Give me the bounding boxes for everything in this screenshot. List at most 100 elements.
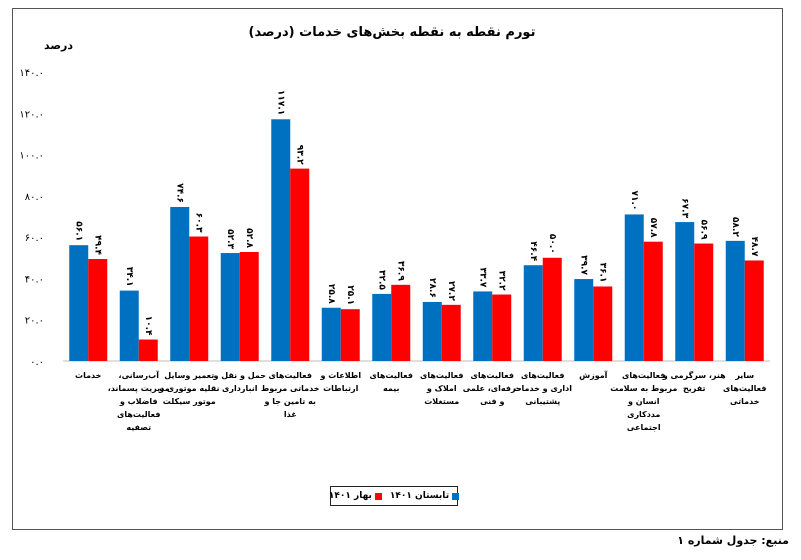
data-label: ۵۰.۰ [547,234,557,254]
bar-spring [441,304,461,361]
bar-spring [239,252,259,361]
x-tick-label: خدمات [75,371,102,380]
bar-spring [88,259,108,361]
y-axis-label: درصد [44,39,73,52]
bar-summer [725,240,745,361]
data-label: ۴۸.۷ [749,237,759,257]
data-label: ۲۵.۸ [326,284,336,304]
x-tick-label-line: مددکاری [627,410,660,419]
data-label: ۳۴.۱ [124,267,134,287]
x-tick-label: فعالیت‌های حرفه‌ای، علمی و فنی [463,371,522,406]
x-tick-label-line: و فنی [480,397,504,406]
bar-summer [69,245,89,361]
x-tick-label-line: مدیریت پسماند، [108,384,170,393]
x-tick-label-line: فعالیت‌های [622,371,665,380]
chart-title: تورم نقطه به نقطه بخش‌های خدمات (درصد) [249,25,536,40]
x-tick-label-line: آموزش [579,370,608,381]
x-tick-label-line: فعالیت‌های [723,384,766,393]
bar-summer [422,301,442,361]
x-tick-label-line: انبارداری [222,384,258,393]
x-tick-label-line: تصفیه [126,423,151,432]
x-tick-label-line: فعالیت‌های [269,371,312,380]
bar-summer [372,293,392,361]
data-label: ۲۵.۱ [345,285,355,305]
x-tick-label: فعالیت‌های اداری و خدمات پشتیبانی [514,371,573,406]
bar-summer [170,207,190,361]
data-label: ۳۲.۲ [496,271,506,291]
bar-summer [523,265,543,361]
y-tick-label: ۱۲۰.۰ [19,109,44,120]
x-tick-label-line: فعالیت‌های [521,371,564,380]
bar-summer [473,291,493,361]
legend-swatch-summer [452,492,460,500]
bar-summer [675,222,695,361]
data-label: ۳۶.۹ [395,261,405,281]
legend-label-spring: بهار ۱۴۰۱ [328,491,372,501]
bar-spring [744,260,764,361]
data-label: ۵۲.۳ [225,229,235,249]
x-tick-label-line: تفریح [683,384,706,393]
x-tick-label-line: غذا [284,410,297,419]
bar-summer [119,290,139,361]
data-label: ۹۳.۲ [294,145,304,165]
bar-summer [624,214,644,361]
x-tick-label: هنر، سرگرمی و تفریح [662,370,726,393]
bar-summer [271,119,291,361]
x-tick-label-line: فعالیت‌های [370,371,413,380]
data-label: ۷۴.۶ [174,183,184,203]
x-tick-label-line: نقلیه موتوری و [158,384,220,393]
bar-spring [340,309,360,361]
y-tick-label: ۶۰.۰ [25,233,44,244]
legend-swatch-spring [374,492,382,500]
data-label: ۳۹.۷ [578,255,588,275]
x-tick-label-line: املاک و [426,384,457,393]
y-tick-label: ۲۰.۰ [25,316,44,327]
x-tick-label-line: خدماتی مربوط [261,384,320,393]
y-tick-label: ۸۰.۰ [25,192,44,203]
bar-spring [542,257,562,361]
x-tick-label-line: فاضلاب و [119,397,158,406]
legend-item-summer: تابستان ۱۴۰۱ [389,491,460,501]
x-tick-label: تعمیر وسایل نقلیه موتوری و موتور سیکلت [158,371,220,406]
x-tick-label-line: اداری و خدمات [514,384,573,393]
data-label: ۳۲.۵ [376,270,386,290]
x-tick-label: فعالیت‌های مربوط به سلامت انسان و مددکاری اج… [610,371,677,432]
x-tick-label-line: پشتیبانی [525,397,560,406]
x-tick-label: آب‌رسانی، مدیریت پسماند، فاضلاب و فعالیت‌ها… [108,370,170,432]
bar-summer [574,279,594,361]
legend-item-spring: بهار ۱۴۰۱ [329,491,382,501]
legend: تابستان ۱۴۰۱ بهار ۱۴۰۱ [329,486,460,506]
data-label: ۳۶.۱ [597,263,607,283]
x-tick-label-line: بیمه [383,384,399,393]
x-tick-label-line: فعالیت‌های [471,371,514,380]
x-tick-label-line: خدماتی [730,397,760,406]
y-tick-label: ۱۰۰.۰ [19,151,44,162]
source-note: منبع: جدول شماره ۱ [677,534,789,547]
bar-spring [189,236,209,361]
x-tick-label: فعالیت‌های خدماتی مربوط به تامین جا و غذا [261,371,320,419]
y-tick-label: ۴۰.۰ [25,274,44,285]
bar-spring [391,284,411,361]
x-tick-label-line: حمل و نقل و [213,371,267,380]
y-tick-label: ۱۴۰.۰ [19,68,44,79]
data-label: ۵۶.۹ [698,220,708,240]
data-label: ۷۱.۰ [629,191,639,211]
x-tick-label-line: تعمیر وسایل [164,371,214,380]
legend-label-summer: تابستان ۱۴۰۱ [389,491,450,501]
x-tick-label-line: اجتماعی [627,423,661,432]
x-tick-label-line: اطلاعات و [319,371,361,380]
data-label: ۲۷.۲ [446,281,456,301]
data-label: ۳۳.۷ [477,268,487,288]
x-tick-label: فعالیت‌های بیمه [370,371,413,393]
data-label: ۱۱۷.۱ [275,90,285,115]
x-tick-label: سایر فعالیت‌های خدماتی [723,371,766,406]
x-tick-label-line: موتور سیکلت [163,397,216,406]
bar-summer [321,307,341,361]
bar-spring [290,168,310,361]
x-tick-label-line: آب‌رسانی، [119,370,160,380]
x-tick-label-line: انسان و [627,397,660,406]
data-label: ۱۰.۴ [143,316,153,336]
x-tick-label-line: فعالیت‌های [420,371,463,380]
x-tick-label-line: مستغلات [424,397,459,406]
